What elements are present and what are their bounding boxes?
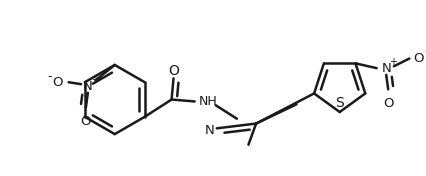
Text: +: + <box>91 75 98 85</box>
Text: NH: NH <box>199 95 217 108</box>
Text: O: O <box>168 64 179 78</box>
Text: +: + <box>389 57 397 67</box>
Text: O: O <box>383 97 394 110</box>
Text: N: N <box>381 62 391 75</box>
Text: -: - <box>47 70 52 83</box>
Text: N: N <box>83 80 93 93</box>
Text: O: O <box>52 76 62 89</box>
Text: O: O <box>81 115 91 128</box>
Text: S: S <box>335 96 344 110</box>
Text: O: O <box>414 52 424 65</box>
Text: -: - <box>424 45 426 58</box>
Text: N: N <box>205 124 215 137</box>
